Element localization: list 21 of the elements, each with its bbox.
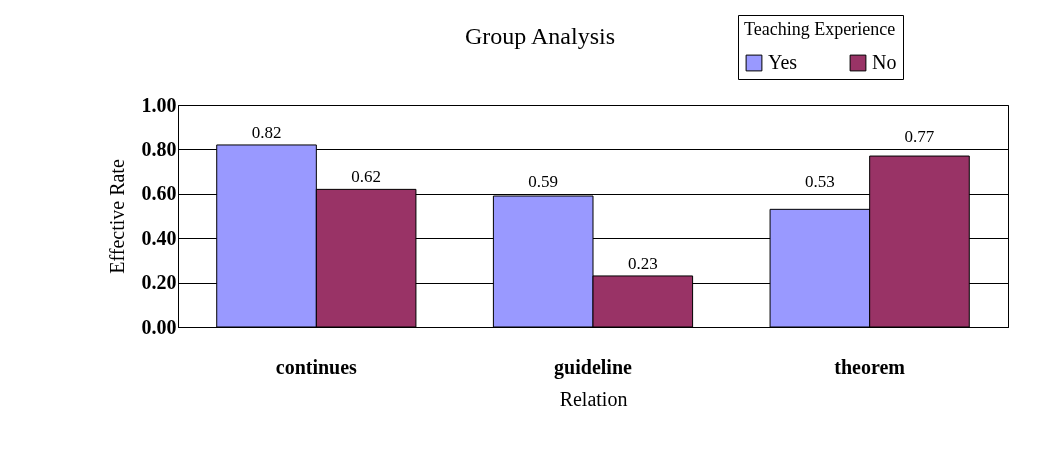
x-axis-title: Relation xyxy=(559,387,628,410)
x-tick-label: continues xyxy=(275,355,358,378)
y-tick-label: 0.40 xyxy=(141,226,177,249)
data-label: 0.77 xyxy=(904,127,935,147)
y-tick-label: 1.00 xyxy=(141,93,177,116)
y-axis-title: Effective Rate xyxy=(105,159,128,274)
legend-label: No xyxy=(872,51,897,73)
y-tick-label: 0.80 xyxy=(141,137,177,160)
chart-title: Group Analysis xyxy=(465,23,615,49)
data-label: 0.82 xyxy=(251,122,282,142)
data-label: 0.53 xyxy=(804,171,835,191)
y-tick-label: 0.00 xyxy=(141,315,177,338)
x-tick-label: guideline xyxy=(554,355,633,379)
data-label: 0.62 xyxy=(351,167,382,187)
y-tick-label: 0.60 xyxy=(141,182,177,205)
data-label: 0.59 xyxy=(528,171,559,191)
legend-label: Yes xyxy=(768,51,798,73)
data-label: 0.23 xyxy=(627,253,658,273)
legend-title: Teaching Experience xyxy=(744,19,896,39)
y-tick-label: 0.20 xyxy=(141,271,177,294)
x-tick-label: theorem xyxy=(834,355,906,378)
